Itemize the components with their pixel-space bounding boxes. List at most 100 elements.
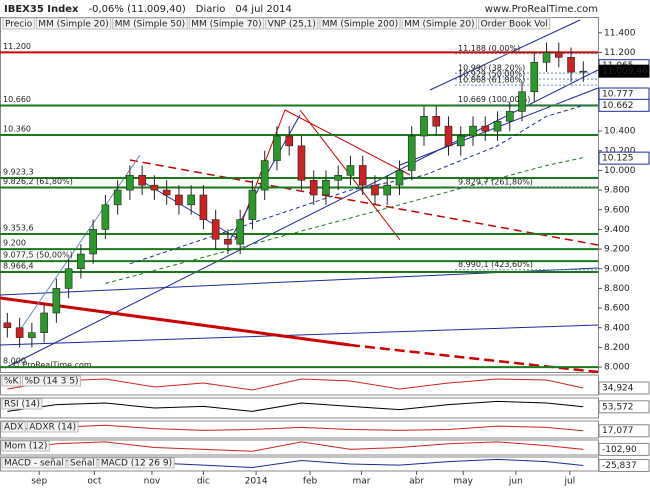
level-label: 9.353,6	[3, 223, 34, 232]
fib-label: 10.990 (38,20%)	[458, 64, 525, 73]
panel-label: ADXR (14)	[29, 423, 76, 433]
candle-body	[187, 194, 195, 206]
candle-body	[420, 116, 428, 137]
y-tick-label: 9.000	[604, 264, 630, 274]
x-tick-label: dic	[197, 477, 210, 487]
legend-item: MM (Simple 20)	[35, 17, 112, 30]
price-marker-label: 10.125	[602, 154, 634, 164]
panel-label-box	[67, 457, 98, 469]
y-tick-label: 10.000	[604, 166, 636, 176]
fib-label: 9.829,7 (261,80%)	[458, 178, 533, 187]
panel-label-box	[26, 421, 79, 433]
y-tick-label: 9.200	[604, 245, 630, 255]
legend-label: VNP (25,1)	[268, 20, 316, 30]
legend-box	[35, 17, 112, 30]
watermark: www.ProRealTime.com	[485, 4, 598, 15]
candle-body	[3, 322, 12, 329]
level-label: 8.966,4	[3, 262, 34, 271]
panel-label-box	[1, 375, 21, 387]
y-tick-label: 10.400	[604, 127, 636, 137]
legend-label: Precio	[5, 20, 33, 30]
candle-body	[273, 135, 281, 161]
candle-body	[138, 175, 146, 186]
panel-label-box	[98, 457, 175, 469]
candle-body	[162, 189, 171, 196]
panel-last-box	[598, 442, 650, 456]
panel-last-label: -102,90	[602, 445, 637, 455]
legend-item: MM (Simple 200)	[319, 17, 401, 30]
candle-body	[236, 219, 244, 245]
candle-body	[126, 175, 134, 191]
x-tick-label: oct	[87, 477, 101, 487]
panel-frame	[0, 374, 599, 396]
legend-box	[401, 17, 478, 30]
panel-label-box	[1, 440, 50, 452]
price-marker-label: 10.777	[602, 90, 634, 100]
candle-body	[199, 194, 208, 220]
fib-label: 11.188 (0,00%)	[458, 44, 520, 53]
header-period: Diario	[196, 4, 226, 15]
panel-label: ADX	[4, 423, 23, 433]
legend-label: Order Book Vol	[481, 20, 548, 30]
title: IBEX35 Index	[4, 4, 79, 15]
candle-body	[309, 179, 318, 196]
trend-line	[284, 109, 411, 176]
candle-body	[505, 111, 514, 122]
legend-label: MM (Simple 20)	[38, 20, 108, 30]
panel-last-box	[598, 400, 650, 414]
candle-body	[395, 170, 404, 186]
y-tick-label: 8.200	[604, 343, 630, 353]
candle-body	[444, 125, 453, 147]
candle-body	[211, 219, 220, 240]
candle-body	[175, 194, 183, 206]
candle-body	[101, 204, 110, 230]
indicator-line	[7, 400, 584, 412]
x-tick-label: mar	[353, 477, 371, 487]
panel-label: %K	[4, 377, 20, 387]
candle-body	[358, 165, 367, 186]
level-label: 9.826,2 (61,80%)	[3, 177, 73, 186]
x-tick-label: abr	[409, 477, 424, 487]
level-label: 9.200	[3, 239, 26, 248]
candle-body	[554, 52, 563, 58]
panel-last-box	[598, 424, 650, 438]
moving-average	[105, 157, 584, 284]
copyright: © ProRealTime.com	[12, 361, 92, 370]
fib-label: 8.990,1 (423,60%)	[458, 260, 533, 269]
trend-line	[349, 343, 599, 374]
candle-body	[322, 179, 330, 196]
y-tick-label: 10.200	[604, 146, 636, 156]
level-label: 10.360	[3, 125, 31, 134]
price-marker-label: 11.009,40	[602, 67, 648, 77]
price-marker-label: 10.662	[602, 101, 634, 111]
legend-label: MM (Simple 200)	[322, 20, 398, 30]
level-label: 10.660	[3, 95, 31, 104]
panel-last-label: -25,837	[602, 461, 637, 471]
x-tick-label: jul	[563, 477, 575, 487]
x-tick-label: nov	[144, 477, 161, 487]
indicator-line	[7, 441, 584, 452]
panel-label-box	[1, 457, 67, 469]
legend-item: MM (Simple 50)	[112, 17, 188, 30]
y-tick-label: 8.000	[604, 363, 630, 373]
legend-box	[112, 17, 188, 30]
legend-item: MM (Simple 70)	[188, 17, 265, 30]
price-marker-box	[598, 64, 650, 78]
panel-frame	[0, 420, 599, 439]
legend-box	[319, 17, 401, 30]
x-tick-label: feb	[303, 477, 318, 487]
panel-last-box	[598, 459, 650, 473]
legend-item: Order Book Vol	[478, 17, 551, 30]
legend-label: MM (Simple 20)	[404, 20, 474, 30]
legend-box	[188, 17, 265, 30]
panel-label: MACD (12 26 9)	[101, 459, 172, 469]
price-marker-box	[598, 98, 650, 112]
candle-body	[28, 332, 36, 338]
y-tick-label: 11.200	[604, 48, 636, 58]
legend-box	[2, 17, 35, 30]
candle-body	[493, 120, 502, 132]
candle-body	[285, 135, 293, 147]
candle-body	[542, 52, 551, 63]
candle-body	[224, 238, 232, 245]
panel-last-label: 17,077	[602, 426, 634, 436]
